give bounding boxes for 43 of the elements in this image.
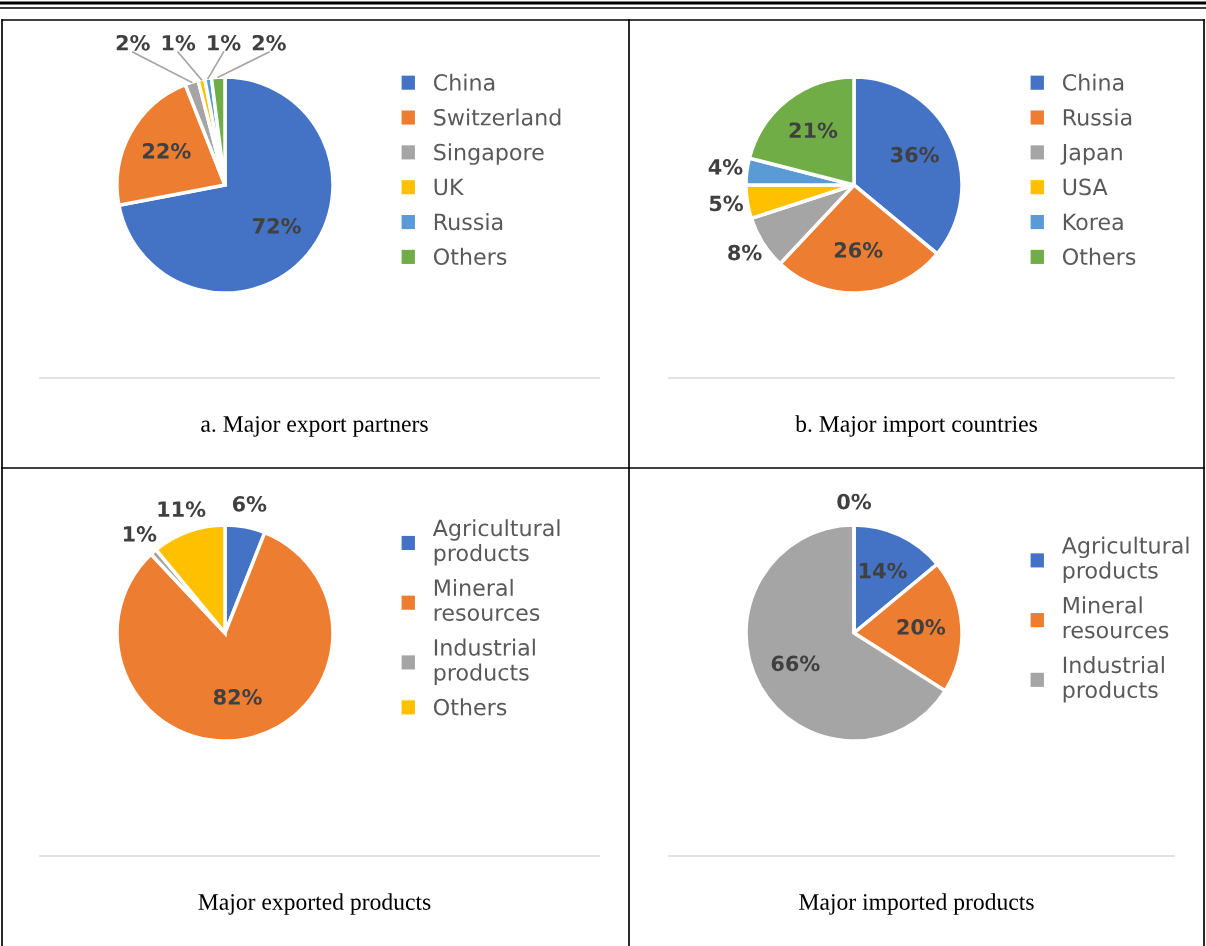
- text: 0%: [837, 493, 872, 510]
- data-label: 5%: [709, 195, 744, 212]
- data-label: 36%: [891, 146, 939, 163]
- data-label: 21%: [789, 122, 838, 139]
- legend-label: Others: [1062, 247, 1136, 266]
- legend-label: Mineral resources: [434, 578, 540, 621]
- legend-label: Industrial products: [1063, 656, 1164, 703]
- legend-label: Russia: [434, 213, 503, 231]
- text: b. Major import countries: [795, 415, 1037, 437]
- legend-label: China: [433, 73, 495, 91]
- data-label: 2%: [116, 34, 150, 51]
- text: Major exported products: [198, 893, 431, 915]
- data-label: 14%: [859, 562, 907, 579]
- legend-label: USA: [1063, 178, 1108, 196]
- data-label: 8%: [728, 244, 762, 261]
- data-label: 26%: [834, 242, 883, 258]
- text: a. Major export partners: [201, 416, 428, 437]
- legend-label: Singapore: [434, 143, 544, 165]
- legend-label: Switzerland: [434, 108, 561, 126]
- data-label: 11%: [158, 501, 206, 518]
- data-label: 1%: [162, 34, 196, 51]
- legend-label: UK: [434, 178, 465, 196]
- legend-label: Japan: [1060, 144, 1122, 165]
- data-label: 2%: [252, 34, 286, 51]
- legend-label: Korea: [1063, 213, 1123, 231]
- data-label: 66%: [771, 655, 820, 672]
- text: Major imported products: [799, 893, 1034, 915]
- data-label: 1%: [208, 34, 241, 51]
- legend-label: Agricultural products: [432, 519, 560, 566]
- data-label: 72%: [253, 217, 301, 234]
- data-label: 20%: [897, 619, 946, 635]
- data-label: 82%: [213, 689, 262, 705]
- legend-label: Industrial products: [434, 638, 535, 685]
- data-label: 6%: [232, 495, 267, 512]
- legend-label: China: [1062, 73, 1124, 91]
- legend-label: Russia: [1063, 108, 1132, 126]
- legend-label: Others: [433, 247, 507, 266]
- legend-label: Agricultural products: [1061, 536, 1189, 583]
- data-label: 22%: [143, 143, 191, 159]
- data-label: 1%: [123, 526, 157, 542]
- legend-label: Others: [433, 698, 507, 716]
- legend-label: Mineral resources: [1063, 596, 1169, 639]
- data-label: 4%: [708, 159, 743, 175]
